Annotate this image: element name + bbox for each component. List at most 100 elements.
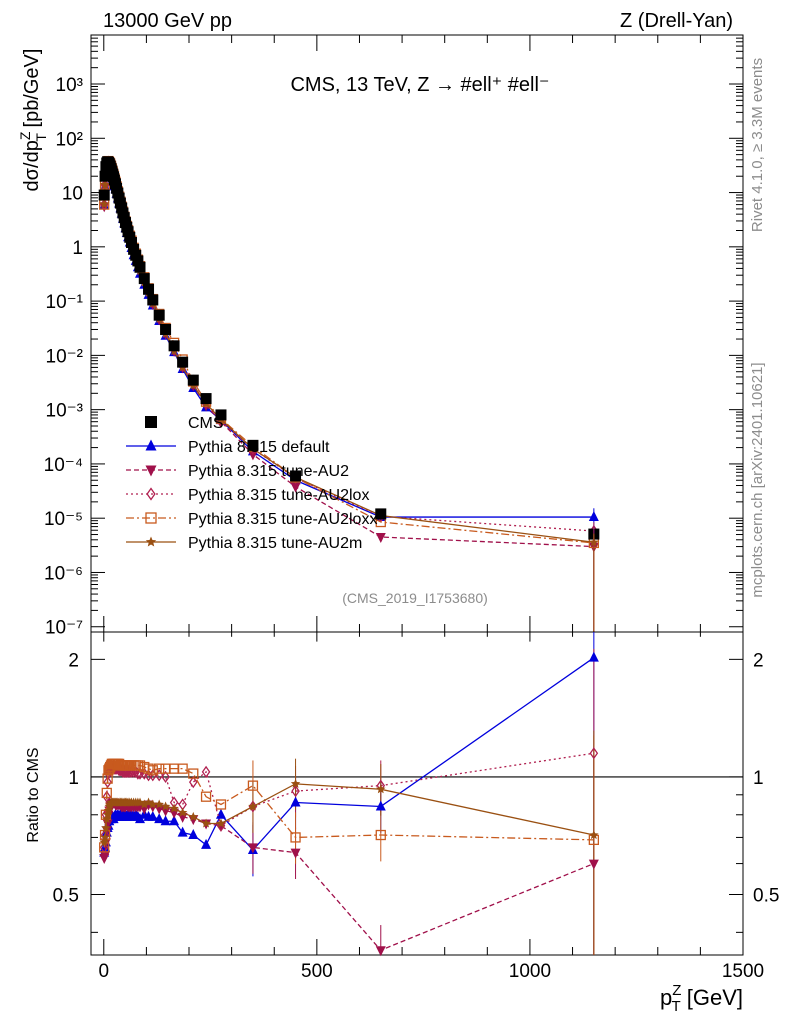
ratio-point (188, 811, 199, 821)
main-point (99, 199, 109, 209)
ratio-point (589, 830, 599, 840)
ratio-point (247, 780, 259, 791)
legend-item: Pythia 8.315 tune-AU2m (126, 535, 362, 552)
main-point (290, 470, 302, 482)
legend-item: Pythia 8.315 default (126, 439, 330, 456)
ratio-point (154, 763, 165, 774)
main-series-group (98, 155, 600, 632)
main-point (99, 202, 110, 213)
main-point (160, 323, 172, 335)
main-point (125, 237, 137, 249)
ratio-point (99, 837, 109, 847)
ratio-point (188, 829, 199, 840)
legend-label: Pythia 8.315 default (188, 439, 330, 456)
main-point (128, 243, 140, 255)
main-point (132, 255, 144, 267)
legend-item: CMS (145, 415, 224, 432)
main-y-tick-label: 10⁻³ (46, 401, 84, 422)
legend-item: Pythia 8.315 tune-AU2lox (126, 487, 369, 504)
main-point (122, 226, 134, 238)
main-point (375, 508, 387, 520)
ratio-point (215, 799, 227, 810)
ratio-point (588, 651, 599, 662)
ratio-y-tick-label-right: 1 (753, 768, 764, 789)
analysis-label: (CMS_2019_I1753680) (342, 590, 488, 606)
main-point (130, 249, 142, 261)
main-y-tick-label: 10⁻¹ (46, 292, 84, 313)
x-tick-label: 0 (98, 961, 109, 982)
ratio-point (375, 946, 386, 957)
ratio-point (100, 851, 111, 862)
main-y-tick-label: 10 (62, 184, 83, 205)
ratio-point (588, 859, 599, 870)
ratio-point (290, 848, 301, 859)
ratio-point (102, 790, 112, 803)
legend-label: Pythia 8.315 tune-AU2loxx (188, 511, 377, 528)
ratio-point (102, 809, 113, 819)
rivet-label: Rivet 4.1.0, ≥ 3.3M events (749, 58, 766, 232)
main-y-tick-label: 10³ (56, 75, 83, 96)
beam-label: 13000 GeV pp (103, 10, 232, 32)
main-point (147, 294, 159, 306)
legend-marker (145, 536, 157, 547)
legend-marker (146, 487, 156, 501)
ratio-point (100, 832, 110, 842)
ratio-x-axis: 0 500 1000 1500 (98, 632, 764, 982)
legend-label: Pythia 8.315 tune-AU2lox (188, 487, 369, 504)
legend: CMS Pythia 8.315 default Pythia 8.315 tune… (126, 415, 377, 552)
x-axis-title: pZ T [GeV] (660, 982, 743, 1015)
ratio-point (188, 768, 199, 779)
ratio-y-tick-label: 2 (68, 650, 79, 671)
ratio-point (102, 814, 112, 824)
ratio-point (247, 843, 258, 854)
ratio-point (200, 791, 212, 802)
main-point (138, 273, 150, 285)
ratio-point (139, 799, 150, 809)
main-point (187, 374, 199, 386)
ratio-point (375, 829, 386, 841)
ratio-point (160, 801, 171, 811)
ratio-point (101, 823, 111, 833)
ratio-point (290, 832, 301, 843)
ratio-series-4 (99, 778, 599, 847)
legend-item: Pythia 8.315 tune-AU2loxx (126, 511, 377, 528)
main-point (100, 179, 110, 189)
ratio-y-tick-label: 0.5 (53, 886, 79, 907)
ratio-point (376, 784, 386, 794)
process-label: Z (Drell-Yan) (620, 10, 733, 32)
ratio-point (375, 800, 386, 811)
ratio-point (177, 826, 188, 837)
ratio-panel: 0.5 0.5 1 1 2 2 0 500 1000 1500 Ratio to CMS pZ T… (25, 631, 779, 1015)
ratio-point (161, 770, 170, 784)
ratio-series-group (99, 632, 599, 957)
ratio-y-axis-title: Ratio to CMS (25, 747, 42, 842)
x-tick-label: 1500 (722, 961, 764, 982)
ratio-point (201, 838, 212, 849)
main-series-5 (98, 156, 600, 540)
legend-label: Pythia 8.315 tune-AU2m (188, 535, 362, 552)
ratio-point (147, 810, 158, 821)
x-tick-label: 500 (301, 961, 333, 982)
main-y-tick-label: 10⁻⁷ (45, 618, 83, 639)
ratio-point (169, 815, 180, 826)
main-point (134, 261, 146, 273)
main-y-tick-label: 10⁻⁵ (44, 509, 83, 530)
ratio-point (215, 808, 226, 819)
legend-label: CMS (188, 415, 224, 432)
ratio-point (290, 796, 301, 807)
ratio-y-tick-label-right: 0.5 (753, 886, 779, 907)
legend-label: Pythia 8.315 tune-AU2 (188, 463, 349, 480)
mcplots-label: mcplots.cern.ch [arXiv:2401.10621] (749, 362, 766, 597)
main-y-tick-label: 10⁻⁶ (44, 563, 83, 584)
ratio-point (589, 747, 599, 760)
main-point (153, 309, 165, 321)
ratio-point (154, 813, 165, 824)
legend-item: Pythia 8.315 tune-AU2 (126, 463, 349, 480)
main-y-tick-label: 10⁻² (46, 346, 84, 367)
chart-title: CMS, 13 TeV, Z → #ell⁺ #ell⁻ (290, 74, 549, 96)
main-point (215, 409, 227, 421)
ratio-point (201, 818, 211, 828)
main-point (168, 340, 180, 352)
ratio-series-0 (99, 651, 599, 857)
